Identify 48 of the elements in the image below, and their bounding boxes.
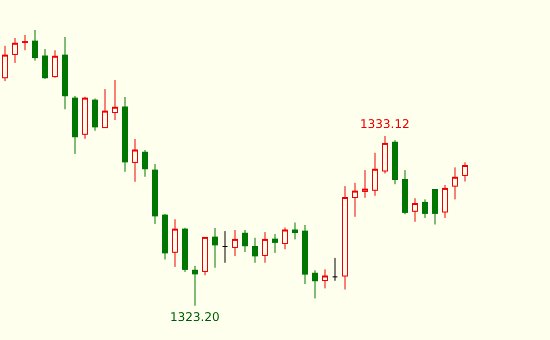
candlestick [342, 186, 348, 290]
candlestick [432, 188, 438, 225]
candlestick [452, 166, 458, 200]
candlestick [442, 184, 448, 218]
candlestick [222, 230, 228, 264]
candlestick [12, 38, 18, 64]
candlestick [292, 222, 298, 240]
candlestick [322, 268, 328, 289]
candlestick [282, 226, 288, 250]
candlestick [232, 229, 238, 257]
candlestick [152, 164, 158, 224]
candlestick [392, 140, 398, 185]
candlestick [102, 88, 108, 128]
candlestick [362, 170, 368, 198]
candlestick [162, 213, 168, 260]
candlestick [262, 232, 268, 264]
candlestick [412, 198, 418, 222]
candlestick [22, 34, 28, 51]
candlestick [372, 152, 378, 196]
candlestick [272, 234, 278, 254]
candlestick [32, 30, 38, 62]
candlestick [382, 135, 388, 174]
candlestick [42, 48, 48, 80]
candlestick [242, 229, 248, 253]
candlestick [62, 36, 68, 110]
candlestick [112, 79, 118, 120]
candlestick [122, 96, 128, 172]
candlestick [302, 224, 308, 285]
candlestick [72, 95, 78, 154]
candlestick [172, 218, 178, 268]
candlestick [332, 257, 338, 282]
candlestick [212, 228, 218, 268]
annotation: 1323.20 [170, 310, 220, 324]
candlestick [52, 50, 58, 78]
candlestick [92, 98, 98, 132]
candlestick [182, 227, 188, 272]
candlestick [132, 138, 138, 182]
candlestick [422, 198, 428, 218]
candlestick [82, 96, 88, 140]
candlestick [402, 170, 408, 215]
annotation: 1333.12 [360, 117, 410, 131]
candlestick [142, 150, 148, 178]
candlestick [462, 162, 468, 182]
candlestick [252, 237, 258, 264]
candlestick [352, 182, 358, 218]
candlestick [312, 270, 318, 299]
candlestick [192, 265, 198, 306]
candlestick [202, 236, 208, 276]
